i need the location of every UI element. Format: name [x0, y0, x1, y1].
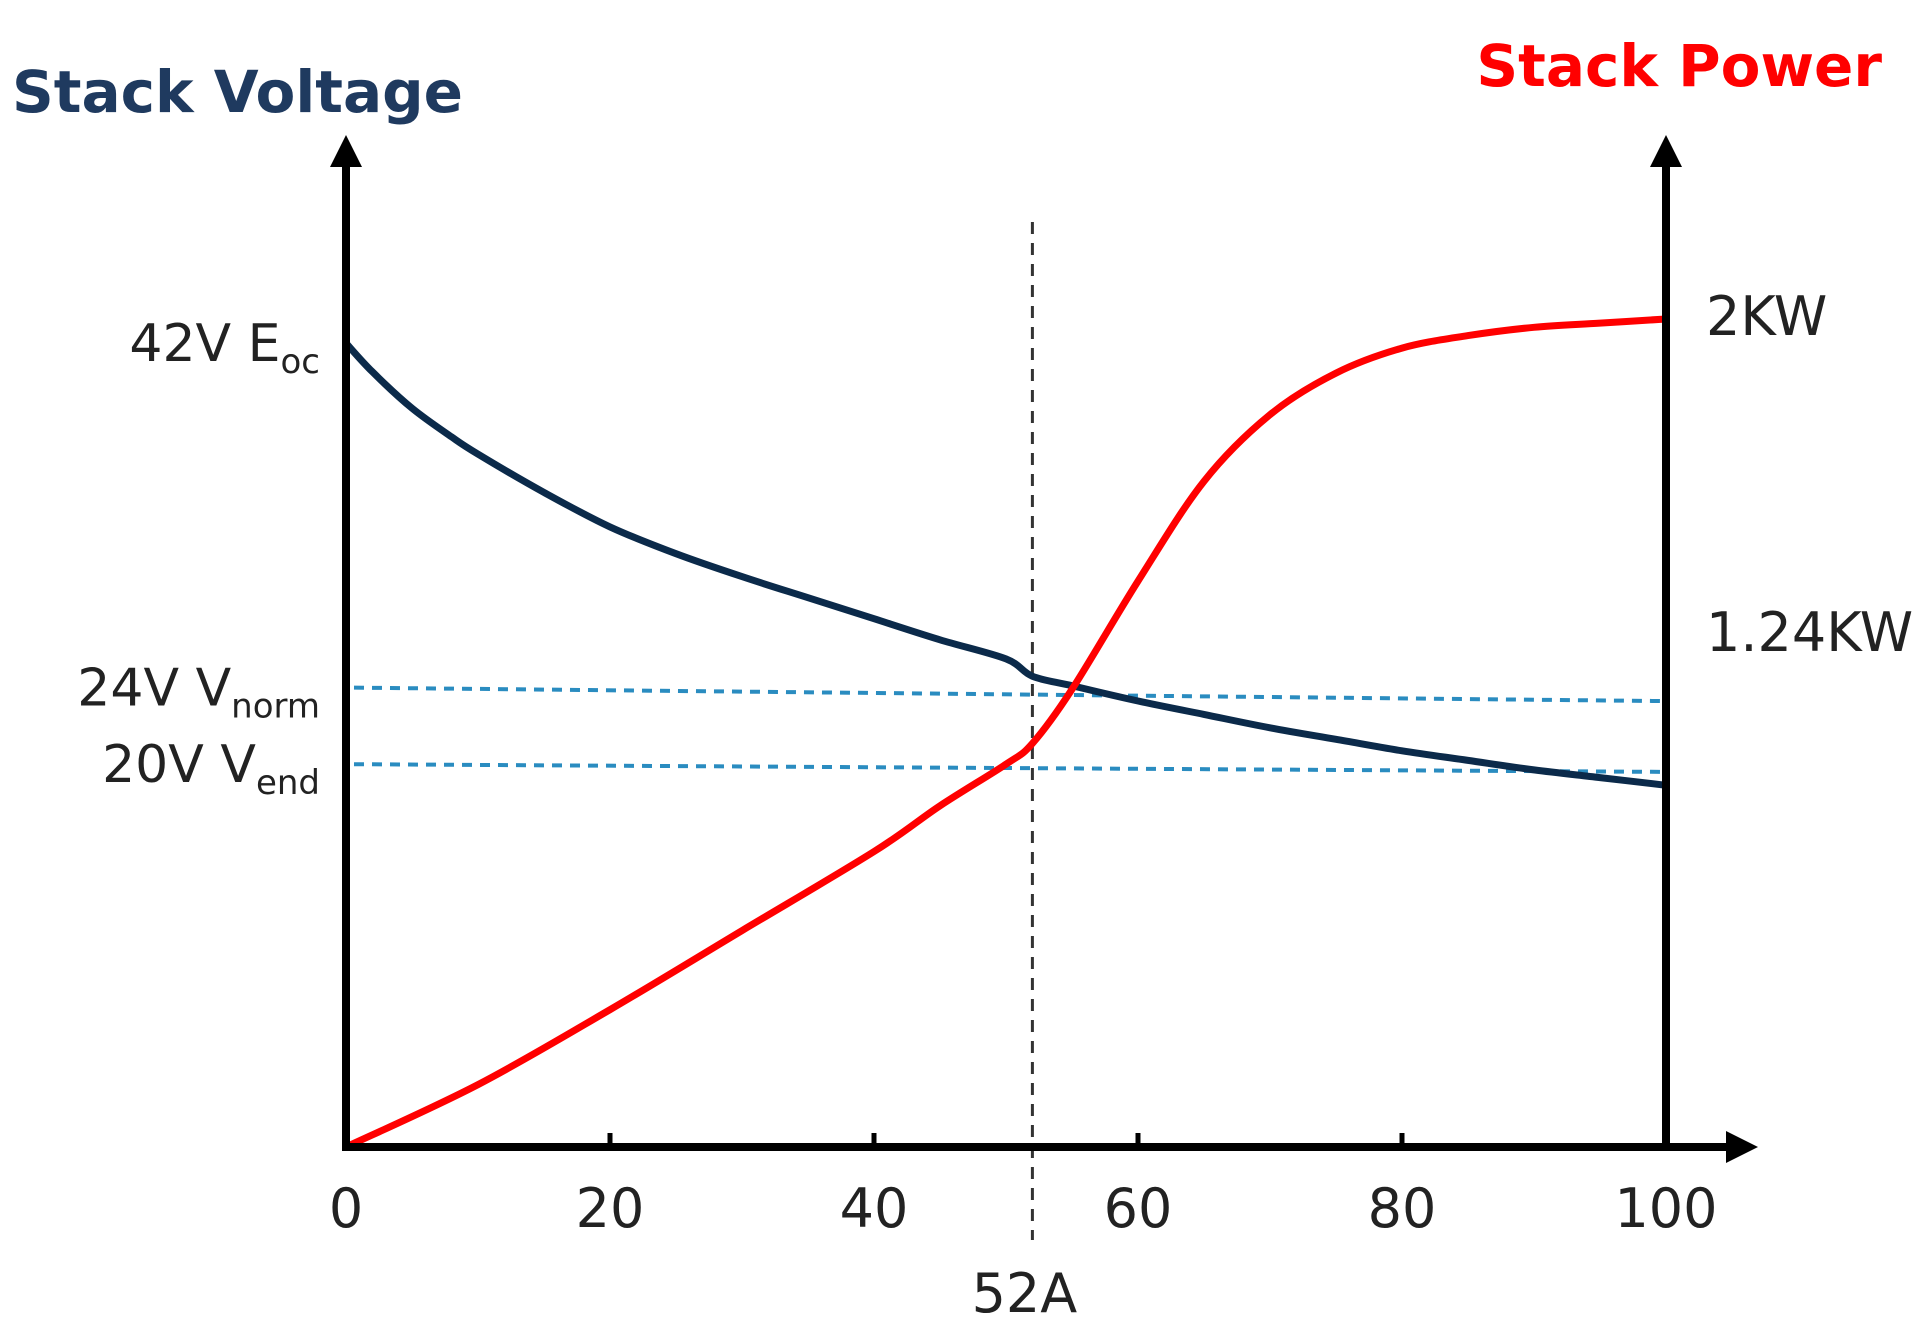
right-y-axis-arrow [1650, 135, 1682, 167]
right-annotation-1: 1.24KW [1706, 601, 1913, 664]
left-annotation-1: 24V Vnorm [77, 659, 320, 727]
right-annotation-0: 2KW [1706, 285, 1827, 348]
axes-layer [330, 135, 1758, 1163]
left-annotation-0: 42V Eoc [129, 314, 320, 382]
x-tick-label-20: 20 [576, 1177, 645, 1240]
x-axis-arrow [1726, 1131, 1758, 1163]
power-curve [342, 315, 1670, 1151]
left-annotation-sub-2: end [256, 763, 320, 803]
left-annotation-text-2: 20V V [102, 735, 256, 795]
reference-line-1 [353, 762, 1661, 774]
marker-label: 52A [972, 1262, 1078, 1325]
reference-line-0 [353, 685, 1661, 704]
left-annotation-sub-1: norm [231, 687, 320, 727]
reference-lines [353, 222, 1661, 1240]
left-axis-title: Stack Voltage [12, 58, 463, 126]
left-annotation-2: 20V Vend [102, 735, 320, 803]
voltage-curve [342, 339, 1670, 789]
x-tick-label-100: 100 [1614, 1177, 1717, 1240]
right-axis-title: Stack Power [1476, 32, 1882, 100]
left-annotation-text-1: 24V V [77, 659, 231, 719]
series-layer [342, 315, 1670, 1151]
left-annotation-sub-0: oc [281, 342, 321, 382]
x-tick-label-60: 60 [1104, 1177, 1173, 1240]
x-tick-label-80: 80 [1368, 1177, 1437, 1240]
labels-layer: 0 20 40 60 80 100 52A Stack Voltage Stack Power 4… [12, 32, 1913, 1325]
x-tick-label-40: 40 [840, 1177, 909, 1240]
x-tick-label-0: 0 [329, 1177, 363, 1240]
left-y-axis-arrow [330, 135, 362, 167]
left-annotation-text-0: 42V E [129, 314, 280, 374]
